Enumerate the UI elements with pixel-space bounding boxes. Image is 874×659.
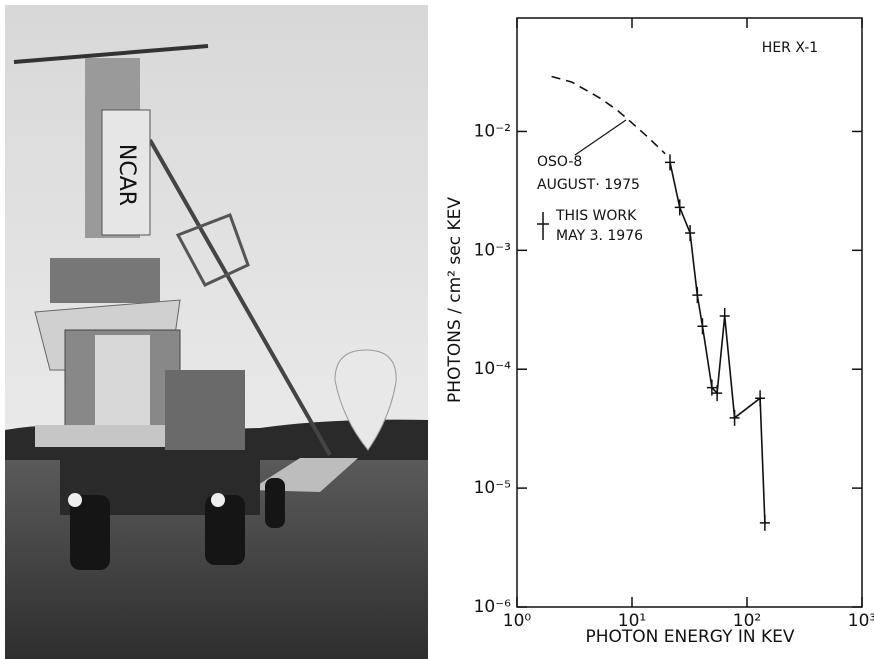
y-tick-label: 10⁻² xyxy=(474,121,511,141)
x-tick-label: 10² xyxy=(733,611,761,631)
annotation: MAY 3. 1976 xyxy=(556,228,643,244)
series-line xyxy=(552,77,666,154)
x-tick-label: 10³ xyxy=(848,611,874,631)
y-tick-label: 10⁻³ xyxy=(474,240,511,260)
leader-line xyxy=(575,120,626,155)
annotation: AUGUST· 1975 xyxy=(537,177,640,193)
data-point xyxy=(675,199,685,215)
plot-frame xyxy=(517,18,862,607)
x-tick-label: 10⁰ xyxy=(503,611,532,631)
chart: PHOTONS / cm² sec KEV PHOTON ENERGY IN K… xyxy=(0,0,874,659)
data-point xyxy=(730,410,740,426)
annotation: OSO-8 xyxy=(537,154,582,170)
data-point xyxy=(760,515,770,531)
data-point xyxy=(692,287,702,303)
series-line xyxy=(670,162,765,523)
y-tick-label: 10⁻⁴ xyxy=(474,359,512,379)
y-axis-label: PHOTONS / cm² sec KEV xyxy=(445,197,465,403)
data-point xyxy=(665,154,675,170)
annotation: HER X-1 xyxy=(762,40,818,56)
legend-cross xyxy=(537,212,549,240)
data-point xyxy=(755,390,765,406)
annotation: THIS WORK xyxy=(555,208,637,224)
data-point xyxy=(697,318,707,334)
page: NCAR PHOTONS / cm² sec KEV PHOTON ENERGY… xyxy=(0,0,874,659)
data-point xyxy=(685,225,695,241)
x-tick-label: 10¹ xyxy=(618,611,646,631)
y-tick-label: 10⁻⁵ xyxy=(474,478,511,498)
data-point xyxy=(720,308,730,324)
